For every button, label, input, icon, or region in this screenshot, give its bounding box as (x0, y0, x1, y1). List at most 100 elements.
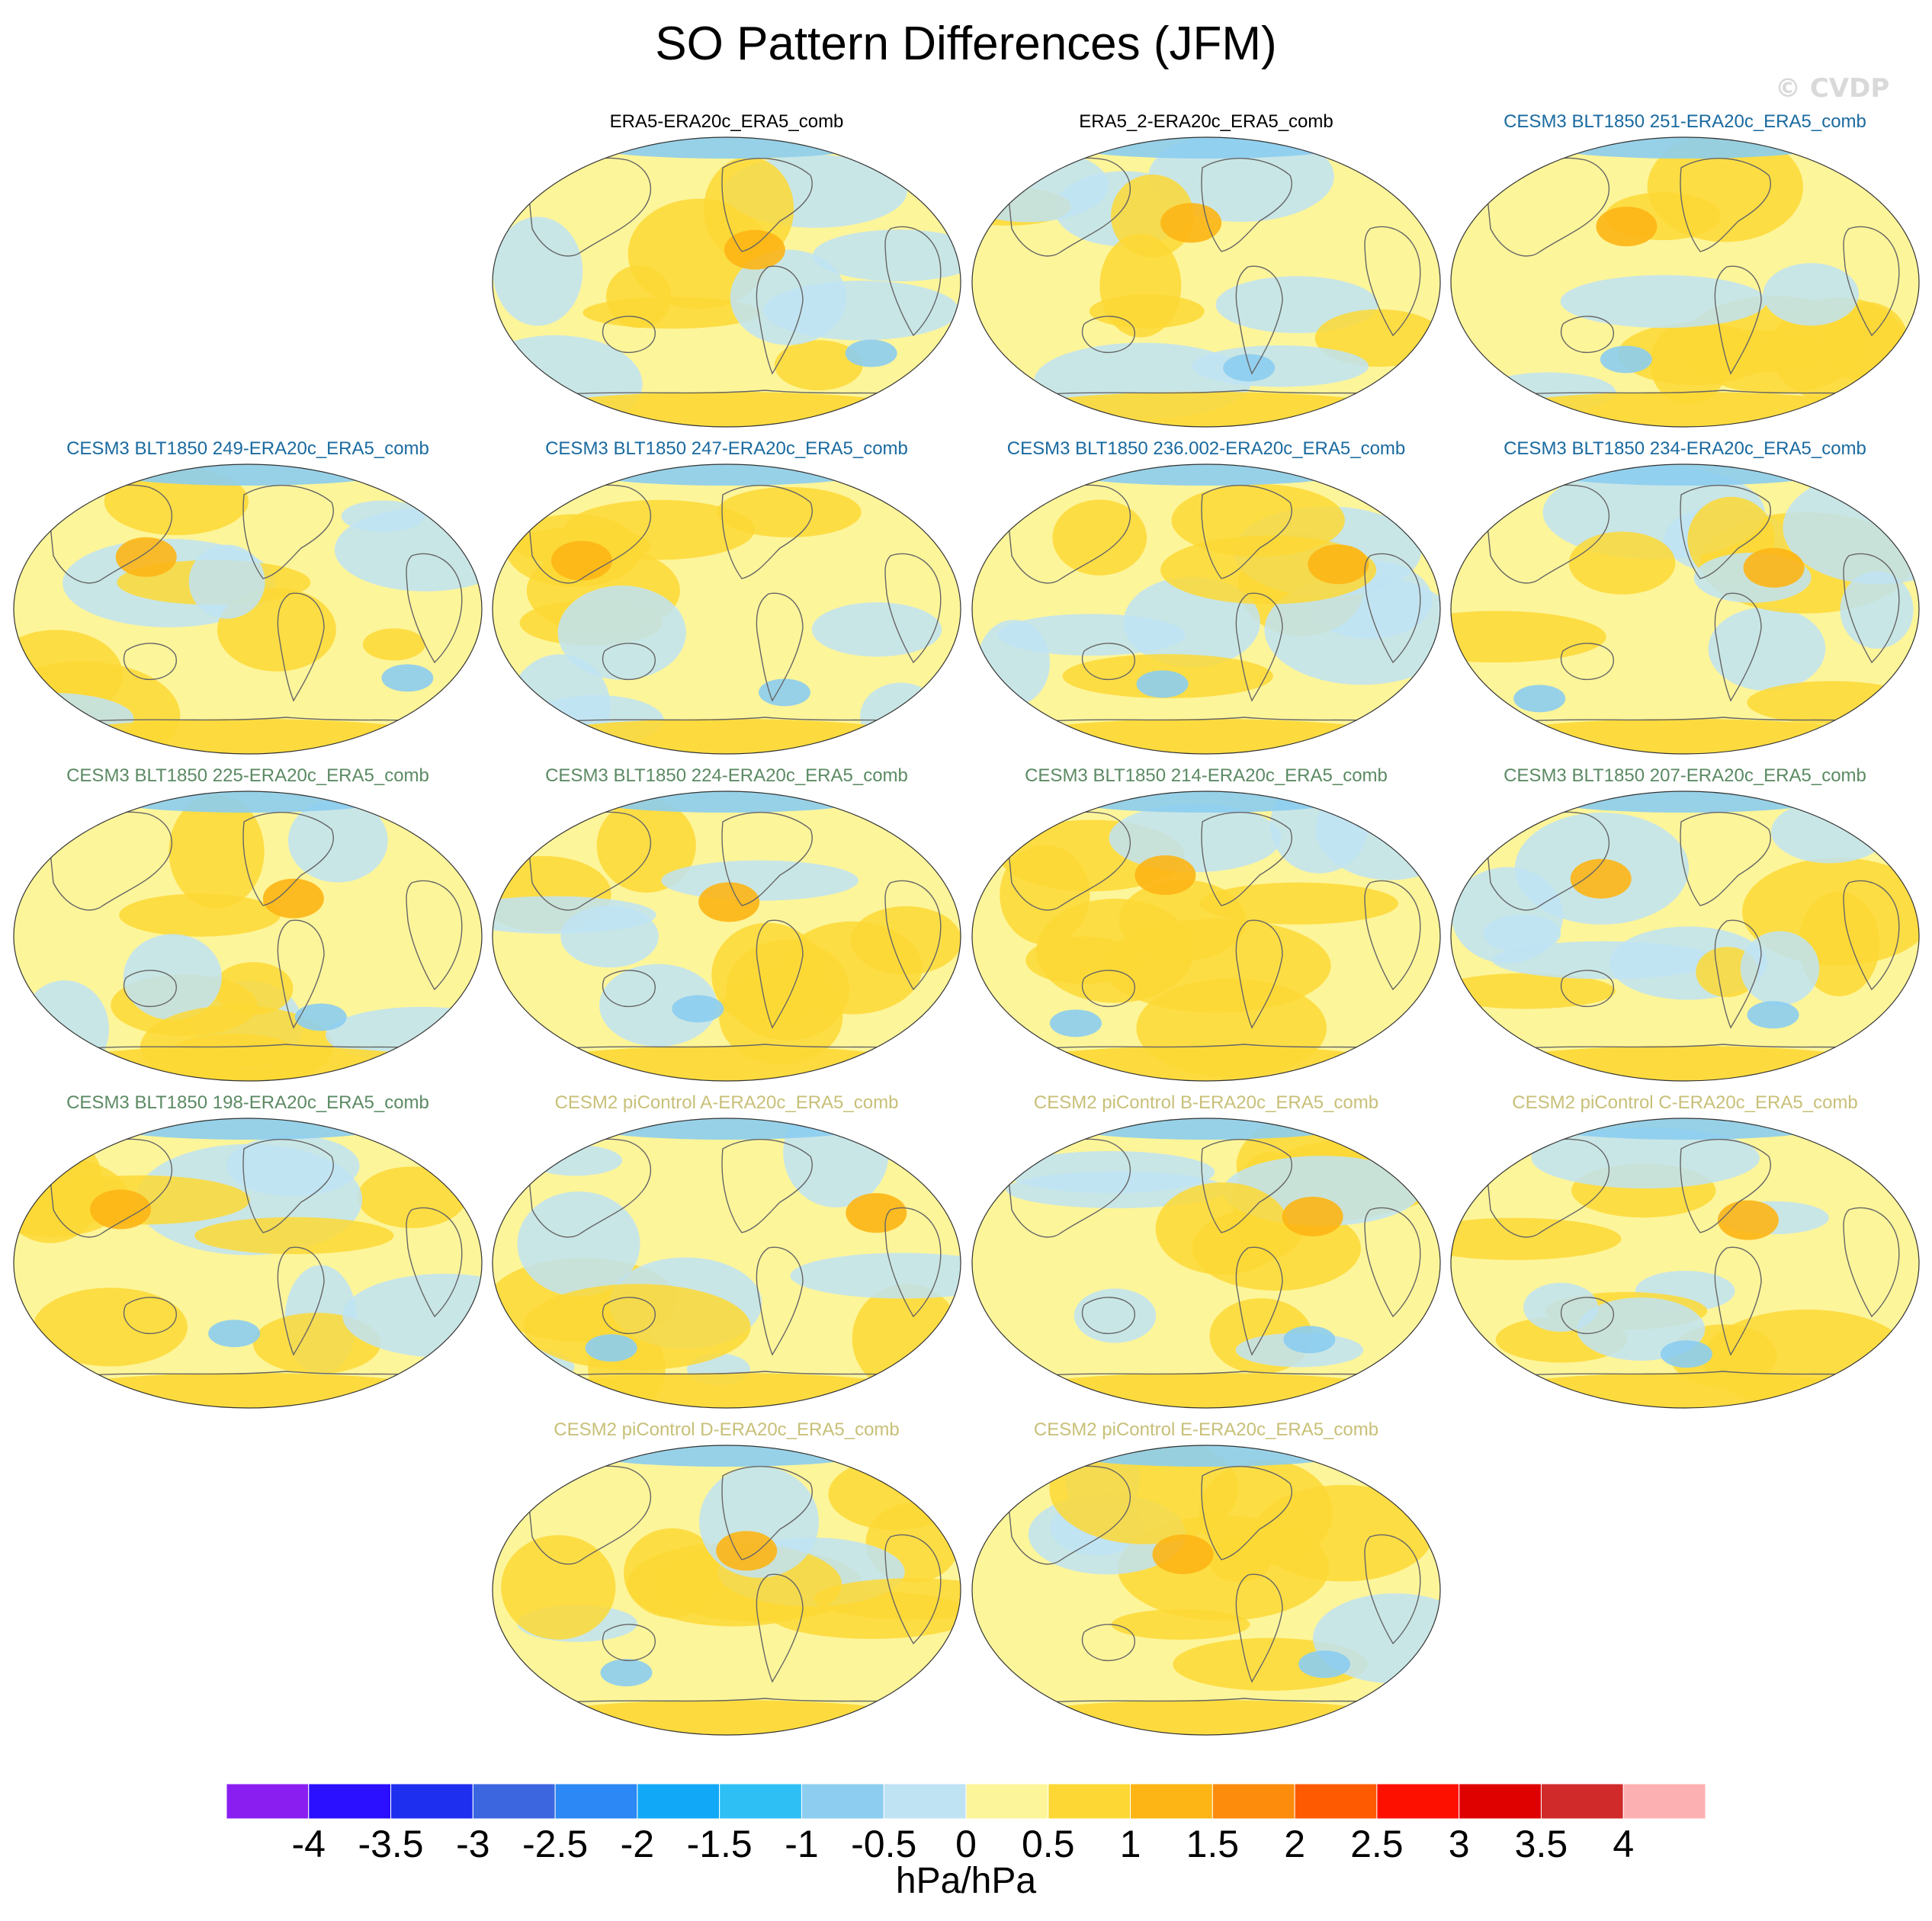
coastline (406, 1207, 463, 1318)
anomaly-region (50, 719, 446, 754)
map-panel: CESM3 BLT1850 234-ERA20c_ERA5_comb (1449, 438, 1921, 758)
anomaly-region (1308, 544, 1369, 585)
anomaly-region (1052, 499, 1147, 576)
anomaly-region (600, 1659, 653, 1687)
anomaly-region (342, 1273, 482, 1358)
colorbar-box (883, 1784, 967, 1819)
map-outline (13, 791, 483, 1082)
colorbar-box (719, 1784, 802, 1819)
anomaly-region (1647, 137, 1803, 242)
colorbar-box (1212, 1784, 1295, 1819)
coastline (1843, 1207, 1900, 1318)
anomaly-region (1283, 1326, 1336, 1354)
coastline (1082, 1297, 1135, 1335)
anomaly-region (341, 500, 425, 532)
map-panel: CESM3 BLT1850 251-ERA20c_ERA5_comb (1449, 111, 1921, 431)
coastline (1680, 157, 1771, 252)
anomaly-region (845, 339, 897, 367)
coastline (242, 1138, 334, 1233)
coastline (1082, 1624, 1135, 1662)
anomaly-region (716, 1531, 778, 1571)
anomaly-region (1570, 858, 1632, 899)
coastline (884, 880, 942, 991)
anomaly-region (599, 964, 717, 1047)
anomaly-region (560, 905, 659, 968)
anomaly-region (528, 1145, 623, 1176)
map-panel: CESM2 piControl D-ERA20c_ERA5_comb (490, 1419, 963, 1740)
map-panel: CESM3 BLT1850 198-ERA20c_ERA5_comb (11, 1092, 484, 1413)
coastline (1201, 811, 1292, 906)
anomaly-region (1568, 531, 1676, 595)
map-panel: CESM3 BLT1850 207-ERA20c_ERA5_comb (1449, 765, 1921, 1086)
anomaly-region (606, 265, 672, 329)
panel-title: CESM2 piControl B-ERA20c_ERA5_comb (1033, 1092, 1379, 1113)
coastline (1201, 1465, 1292, 1560)
colorbar-tick-label: -1.5 (686, 1823, 753, 1865)
world-map (13, 791, 483, 1082)
coastline (242, 484, 334, 579)
anomaly-region (528, 1700, 925, 1735)
anomaly-region (1008, 719, 1404, 754)
anomaly-region (1282, 1196, 1343, 1236)
anomaly-region (1523, 1282, 1599, 1333)
panel-title: ERA5_2-ERA20c_ERA5_comb (1079, 111, 1333, 132)
anomaly-region (188, 544, 265, 619)
anomaly-region (1747, 1001, 1799, 1029)
map-outline (13, 463, 483, 755)
map-outline (1450, 1118, 1920, 1409)
anomaly-region (1513, 685, 1566, 713)
map-panel: ERA5_2-ERA20c_ERA5_comb (970, 111, 1443, 431)
anomaly-region (1008, 1700, 1404, 1735)
coastline (884, 226, 942, 337)
anomaly-region (1487, 1046, 1883, 1081)
map-outline (971, 463, 1441, 755)
map-outline (492, 136, 961, 428)
anomaly-region (111, 791, 385, 813)
map-outline (1450, 463, 1920, 755)
coastline (1364, 1207, 1421, 1318)
anomaly-region (33, 1288, 188, 1367)
coastline (1235, 919, 1283, 1029)
colorbar-tick-label: -3 (456, 1823, 490, 1865)
colorbar-box (390, 1784, 473, 1819)
coastline (1235, 592, 1283, 702)
anomaly-region (1111, 1608, 1250, 1640)
anomaly-region (1069, 1118, 1343, 1140)
map-panel: CESM3 BLT1850 224-ERA20c_ERA5_comb (490, 765, 963, 1086)
anomaly-region (724, 229, 785, 270)
anomaly-region (557, 585, 686, 680)
coastline (721, 484, 813, 579)
anomaly-region (1487, 392, 1883, 427)
anomaly-region (1199, 882, 1398, 925)
map-outline (492, 791, 961, 1082)
anomaly-region (1770, 800, 1889, 864)
anomaly-region (846, 1193, 907, 1233)
world-map (13, 1118, 483, 1409)
panel-title: CESM3 BLT1850 234-ERA20c_ERA5_comb (1504, 438, 1866, 459)
coastline (1561, 316, 1614, 354)
anomaly-region (123, 934, 222, 1021)
map-panel: CESM2 piControl A-ERA20c_ERA5_comb (490, 1092, 963, 1413)
panel-title: CESM3 BLT1850 251-ERA20c_ERA5_comb (1504, 111, 1866, 132)
colorbar-box (308, 1784, 392, 1819)
map-outline (1450, 136, 1920, 428)
anomaly-region (589, 464, 864, 486)
anomaly-region (119, 893, 281, 937)
anomaly-region (1840, 571, 1914, 649)
colorbar-box (1130, 1784, 1213, 1819)
anomaly-region (661, 860, 858, 901)
coastline (124, 643, 177, 681)
anomaly-region (698, 882, 760, 922)
coastline (884, 1534, 942, 1645)
anomaly-region (811, 602, 942, 657)
colorbar-box (472, 1784, 556, 1819)
coastline (1714, 919, 1762, 1029)
anomaly-region (860, 682, 942, 751)
anomaly-region (1660, 1340, 1712, 1368)
anomaly-region (589, 791, 864, 813)
world-map (971, 1445, 1441, 1736)
anomaly-region (1548, 1118, 1822, 1140)
anomaly-region (1008, 392, 1404, 427)
map-outline (492, 463, 961, 755)
anomaly-region (1487, 719, 1883, 754)
